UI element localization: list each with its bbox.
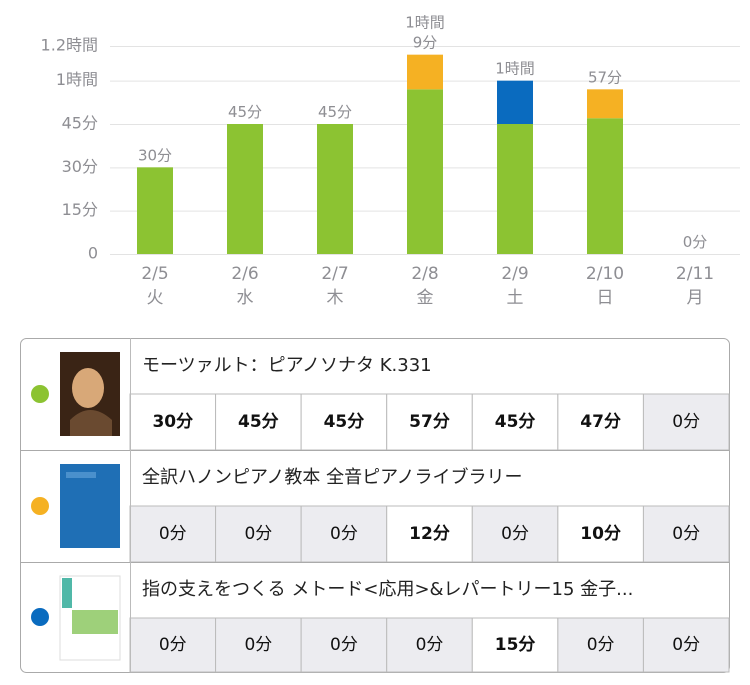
- total-label: 57分: [588, 68, 622, 86]
- x-weekday-label: 木: [327, 288, 344, 308]
- cell-value: 45分: [495, 412, 536, 432]
- bar-segment: [497, 124, 533, 254]
- y-tick-label: 30分: [62, 157, 98, 176]
- cell: [557, 617, 644, 673]
- x-tick-label: 2/9: [501, 264, 528, 284]
- cell-value: 57分: [409, 412, 450, 432]
- cell-value: 47分: [580, 412, 621, 432]
- cell-value: 30分: [152, 412, 193, 432]
- x-tick-label: 2/5: [141, 264, 168, 284]
- cell: [642, 617, 730, 673]
- x-weekday-label: 水: [237, 288, 254, 308]
- cell-value: 10分: [580, 524, 621, 544]
- bar-segment: [407, 54, 443, 90]
- bar-segment: [407, 89, 443, 254]
- thumb-mozart: [60, 352, 120, 436]
- x-tick-label: 2/8: [411, 264, 438, 284]
- cell: [215, 505, 302, 563]
- item-title: 指の支えをつくる メトード<応用>&レパートリー15 金子...: [142, 579, 633, 600]
- x-tick-label: 2/6: [231, 264, 258, 284]
- cell-value: 0分: [330, 635, 358, 655]
- thumb-kaneko: [59, 575, 121, 661]
- bar-segment: [317, 124, 353, 254]
- cell: [471, 617, 559, 673]
- total-label: 1時間: [495, 59, 535, 77]
- legend-dot: [31, 385, 49, 403]
- cell-value: 0分: [330, 524, 358, 544]
- item-title: 全訳ハノンピアノ教本 全音ピアノライブラリー: [142, 466, 522, 488]
- cell: [129, 617, 217, 673]
- total-label: 30分: [138, 146, 172, 164]
- cell: [300, 393, 388, 451]
- y-tick-label: 15分: [62, 200, 98, 219]
- y-tick-label: 1時間: [56, 70, 98, 89]
- cell: [642, 393, 730, 451]
- x-weekday-label: 月: [687, 288, 704, 308]
- cell-value: 0分: [672, 635, 700, 655]
- bar-segment: [227, 124, 263, 254]
- legend-dot: [31, 497, 49, 515]
- cell-value: 0分: [416, 635, 444, 655]
- total-label: 45分: [318, 103, 352, 121]
- legend-dot: [31, 608, 49, 626]
- x-weekday-label: 日: [597, 288, 614, 308]
- cell-value: 0分: [672, 524, 700, 544]
- bar-segment: [137, 167, 173, 254]
- cell: [300, 505, 388, 563]
- item-title: モーツァルト：ピアノソナタ K.331: [142, 355, 432, 376]
- cell: [557, 393, 644, 451]
- x-weekday-label: 金: [417, 288, 434, 308]
- x-weekday-label: 土: [507, 288, 524, 308]
- cell: [471, 393, 559, 451]
- thumb-hanon: [60, 464, 120, 548]
- cell-value: 0分: [501, 524, 529, 544]
- bar-segment: [497, 80, 533, 124]
- total-label: 1時間 9分: [405, 13, 445, 51]
- cell-value: 0分: [244, 635, 272, 655]
- cell: [386, 505, 473, 563]
- cell-value: 15分: [495, 635, 536, 655]
- total-label: 0分: [683, 233, 708, 251]
- x-tick-label: 2/7: [321, 264, 348, 284]
- y-tick-label: 1.2時間: [41, 36, 98, 55]
- x-tick-label: 2/11: [676, 264, 714, 284]
- cell: [129, 505, 217, 563]
- y-tick-label: 0: [88, 244, 98, 263]
- cell: [300, 617, 388, 673]
- cell-value: 0分: [672, 412, 700, 432]
- cell-value: 0分: [159, 524, 187, 544]
- cell-value: 45分: [324, 412, 365, 432]
- cell-value: 0分: [159, 635, 187, 655]
- bar-segment: [587, 118, 623, 254]
- cell-value: 0分: [244, 524, 272, 544]
- cell-value: 12分: [409, 524, 450, 544]
- x-weekday-label: 火: [147, 288, 164, 308]
- x-tick-label: 2/10: [586, 264, 624, 284]
- cell: [215, 617, 302, 673]
- cell: [129, 393, 217, 451]
- total-label: 45分: [228, 103, 262, 121]
- y-tick-label: 45分: [62, 114, 98, 133]
- cell-value: 45分: [238, 412, 279, 432]
- cell: [386, 393, 473, 451]
- bar-segment: [587, 89, 623, 119]
- cell-value: 0分: [587, 635, 615, 655]
